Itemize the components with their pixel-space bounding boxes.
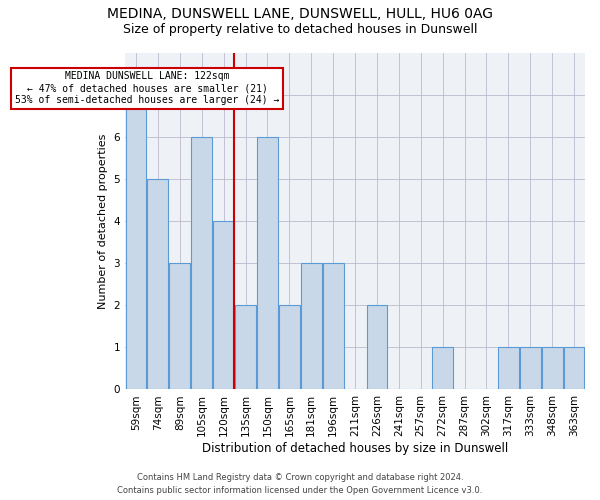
Bar	[323, 263, 344, 390]
Bar	[169, 263, 190, 390]
Text: MEDINA DUNSWELL LANE: 122sqm
← 47% of detached houses are smaller (21)
53% of se: MEDINA DUNSWELL LANE: 122sqm ← 47% of de…	[15, 72, 279, 104]
Bar	[432, 348, 453, 390]
Bar	[279, 305, 300, 390]
Bar	[125, 94, 146, 390]
X-axis label: Distribution of detached houses by size in Dunswell: Distribution of detached houses by size …	[202, 442, 508, 455]
Bar	[213, 221, 234, 390]
Text: MEDINA, DUNSWELL LANE, DUNSWELL, HULL, HU6 0AG: MEDINA, DUNSWELL LANE, DUNSWELL, HULL, H…	[107, 8, 493, 22]
Bar	[563, 348, 584, 390]
Y-axis label: Number of detached properties: Number of detached properties	[98, 134, 108, 308]
Text: Contains HM Land Registry data © Crown copyright and database right 2024.
Contai: Contains HM Land Registry data © Crown c…	[118, 474, 482, 495]
Bar	[235, 305, 256, 390]
Bar	[542, 348, 563, 390]
Bar	[148, 179, 169, 390]
Bar	[301, 263, 322, 390]
Bar	[257, 136, 278, 390]
Bar	[367, 305, 388, 390]
Bar	[191, 136, 212, 390]
Bar	[498, 348, 519, 390]
Bar	[520, 348, 541, 390]
Text: Size of property relative to detached houses in Dunswell: Size of property relative to detached ho…	[123, 22, 477, 36]
